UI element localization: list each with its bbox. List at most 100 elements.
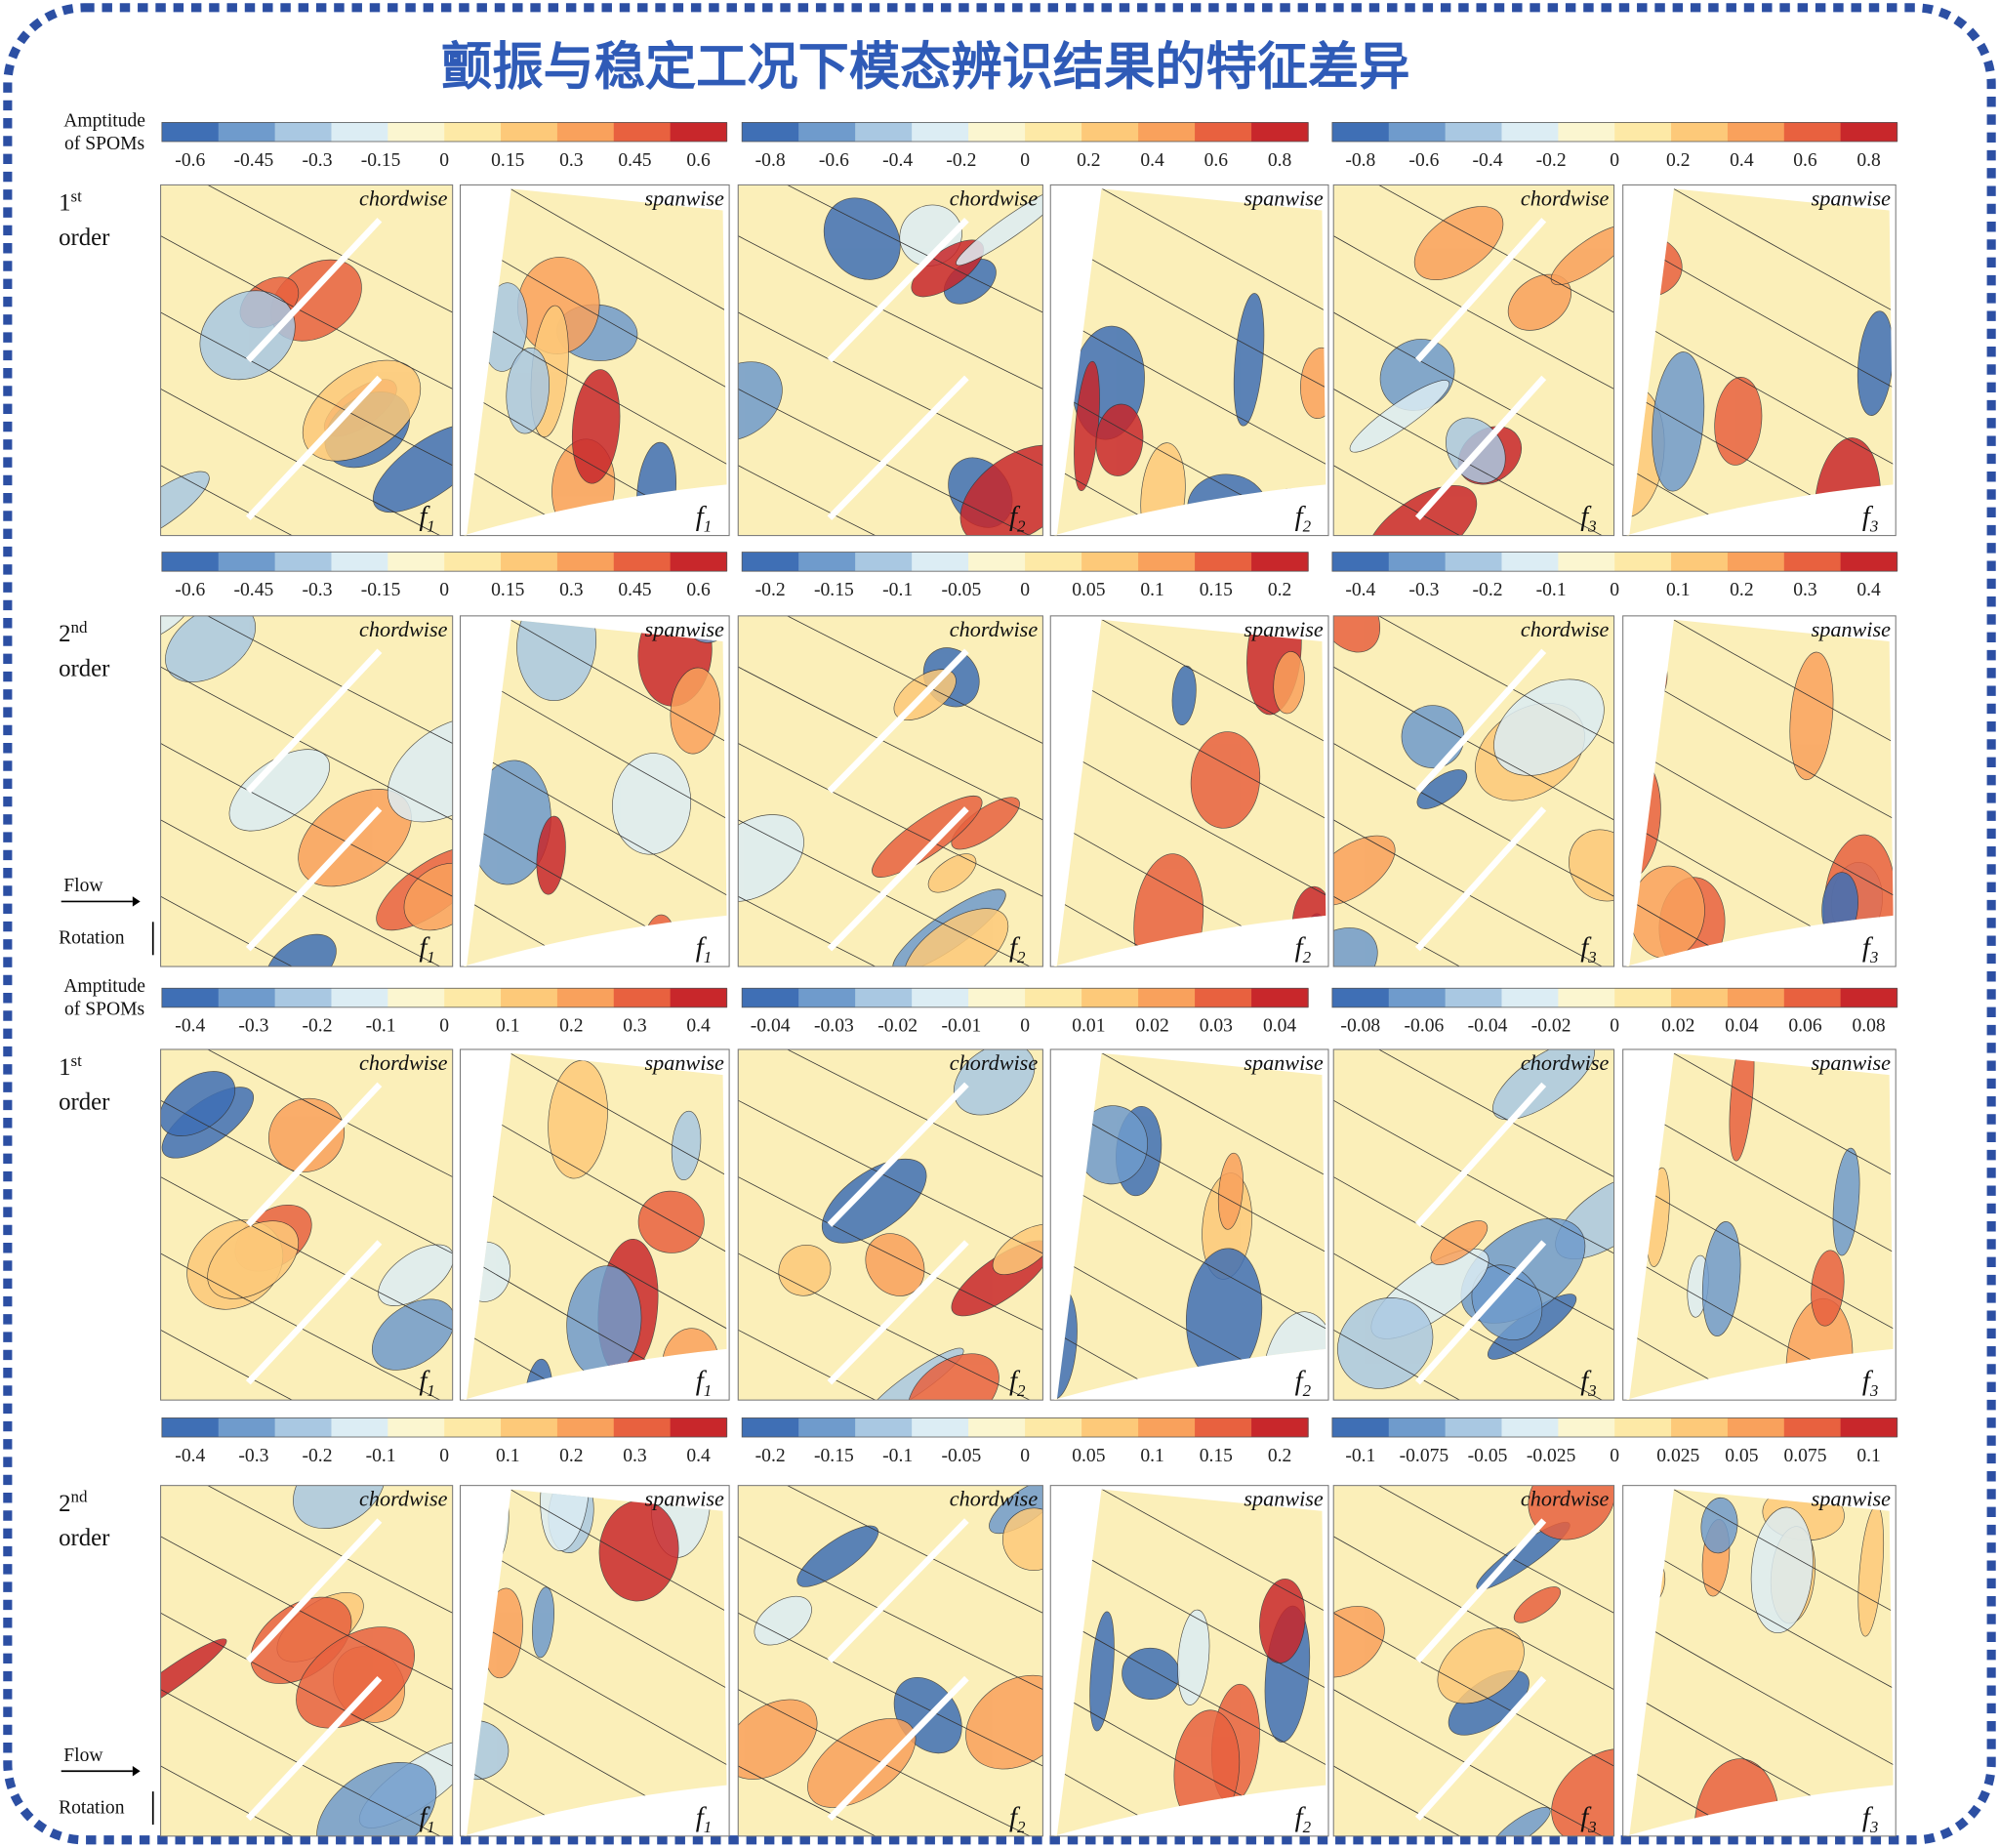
contour-panel bbox=[1622, 615, 1897, 967]
colorbar-tick-label: -0.06 bbox=[1405, 1016, 1445, 1037]
contour-blob bbox=[1002, 1507, 1043, 1571]
contour-blob bbox=[823, 197, 901, 280]
colorbar-segment bbox=[1138, 552, 1196, 572]
panel-frame bbox=[160, 1048, 454, 1401]
contour-blob bbox=[302, 359, 422, 462]
view-label: chordwise bbox=[359, 185, 448, 210]
contour-line bbox=[1333, 1176, 1614, 1331]
colorbar-tick-label: 0 bbox=[1020, 580, 1030, 600]
contour-line bbox=[1625, 188, 1894, 313]
colorbar-segment bbox=[798, 552, 856, 572]
colorbar-segment bbox=[1081, 552, 1139, 572]
view-label: spanwise bbox=[1244, 185, 1324, 210]
contour-line bbox=[1377, 185, 1614, 313]
colorbar-tick-label: 0.02 bbox=[1135, 1016, 1168, 1037]
contour-line bbox=[1625, 1052, 1894, 1177]
colorbar-frame bbox=[161, 987, 727, 1008]
contour-line bbox=[1333, 1329, 1461, 1401]
contour-blob bbox=[1550, 225, 1614, 286]
freq-index: 2 bbox=[1017, 948, 1026, 966]
colorbar-tick-label: 0.02 bbox=[1661, 1016, 1694, 1037]
colorbar-segment bbox=[1025, 1417, 1082, 1438]
contour-line bbox=[1052, 1052, 1326, 1177]
colorbar-segment bbox=[1331, 552, 1390, 572]
freq-index: 1 bbox=[704, 1818, 712, 1836]
contour-line bbox=[1333, 1536, 1614, 1690]
contour-blob bbox=[1365, 485, 1478, 536]
contour-line bbox=[160, 1765, 294, 1836]
contour-panel bbox=[459, 615, 730, 967]
blade bbox=[245, 218, 383, 363]
colorbar-segment bbox=[968, 552, 1026, 572]
colorbar-segment bbox=[1727, 1417, 1785, 1438]
contour-panel bbox=[459, 1048, 730, 1401]
freq-index: 3 bbox=[1587, 517, 1596, 536]
colorbar-tick-label: -0.15 bbox=[814, 1446, 854, 1466]
contour-line bbox=[160, 1536, 453, 1690]
colorbar-segment bbox=[855, 552, 913, 572]
colorbar-tick-label: -0.6 bbox=[819, 150, 849, 171]
blade bbox=[1414, 1240, 1547, 1385]
colorbar-tick-label: -0.025 bbox=[1527, 1446, 1576, 1466]
contour-panel bbox=[1622, 1485, 1897, 1837]
view-label: chordwise bbox=[359, 617, 448, 641]
contour-panel bbox=[1049, 184, 1329, 537]
contour-line bbox=[1377, 1048, 1614, 1177]
contour-blob bbox=[953, 1048, 1036, 1116]
colorbar-frame bbox=[741, 552, 1309, 572]
colorbar-segment bbox=[388, 988, 445, 1007]
freq-index: 2 bbox=[1303, 948, 1312, 966]
colorbar-segment bbox=[218, 1417, 276, 1438]
contour-line bbox=[1333, 235, 1614, 390]
colorbar-segment bbox=[1558, 122, 1615, 142]
panel-frame bbox=[160, 1485, 454, 1837]
colorbar-tick-label: 0.2 bbox=[1077, 150, 1100, 171]
colorbar-segment bbox=[1501, 122, 1559, 142]
colorbar-segment bbox=[501, 988, 558, 1007]
contour-line bbox=[1052, 1765, 1326, 1836]
colorbar-tick-label: 0.2 bbox=[1268, 580, 1291, 600]
colorbar-tick-label: 0.45 bbox=[618, 580, 651, 600]
view-label: spanwise bbox=[645, 1050, 725, 1075]
colorbar-segment bbox=[1614, 122, 1672, 142]
ordinal-suffix: nd bbox=[70, 618, 87, 637]
colorbar-tick-label: 0.4 bbox=[686, 1446, 711, 1466]
contour-field bbox=[1333, 615, 1614, 967]
contour-blob bbox=[965, 1674, 1043, 1770]
view-label: chordwise bbox=[950, 185, 1039, 210]
view-label: chordwise bbox=[950, 1050, 1039, 1075]
contour-line bbox=[1333, 465, 1461, 536]
colorbar-tick-label: -0.3 bbox=[302, 150, 332, 171]
contour-line bbox=[738, 1253, 1031, 1401]
colorbar-tick-label: -0.6 bbox=[1408, 150, 1439, 171]
contour-line bbox=[160, 743, 453, 897]
colorbar-segment bbox=[444, 1417, 502, 1438]
view-label: chordwise bbox=[1521, 1487, 1610, 1511]
contour-field bbox=[1625, 1489, 1894, 1836]
colorbar-segment bbox=[1783, 122, 1842, 142]
colorbar-tick-label: -0.4 bbox=[1473, 150, 1503, 171]
freq-index: 2 bbox=[1303, 517, 1312, 536]
contour-blob bbox=[738, 1699, 818, 1780]
panel-frame bbox=[160, 184, 454, 537]
panel-frame bbox=[1332, 615, 1615, 967]
contour-panel bbox=[1622, 184, 1897, 537]
colorbar-segment bbox=[501, 122, 558, 142]
flow-arrowhead bbox=[132, 1765, 141, 1777]
contour-line bbox=[463, 1052, 727, 1177]
panel-frame bbox=[1332, 184, 1615, 537]
colorbar-segment bbox=[1783, 988, 1842, 1007]
colorbar-segment bbox=[161, 988, 220, 1007]
contour-blob bbox=[959, 444, 1043, 536]
colorbar-tick-label: -0.8 bbox=[755, 150, 786, 171]
colorbar-tick-label: -0.1 bbox=[882, 1446, 913, 1466]
contour-line bbox=[1333, 666, 1614, 821]
colorbar-tick-label: 0.8 bbox=[1268, 150, 1292, 171]
colorbar-tick-label: -0.1 bbox=[366, 1016, 396, 1037]
legend-label: of SPOMs bbox=[64, 134, 144, 154]
colorbar-segment bbox=[1195, 552, 1252, 572]
colorbar-segment bbox=[912, 122, 969, 142]
contour-blob bbox=[371, 1298, 453, 1371]
colorbar-segment bbox=[855, 988, 913, 1007]
